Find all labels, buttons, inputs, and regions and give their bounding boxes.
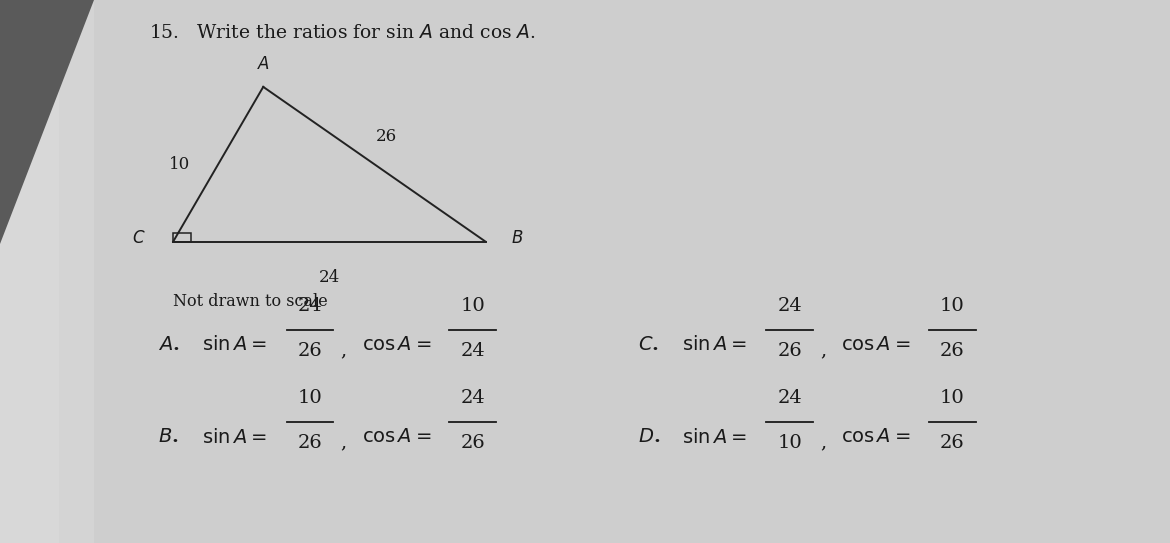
Text: $\cos A =$: $\cos A =$ — [841, 428, 910, 446]
Text: 26: 26 — [297, 434, 323, 452]
Text: $\it{D}$.: $\it{D}$. — [638, 428, 660, 446]
Text: 10: 10 — [777, 434, 803, 452]
Text: 26: 26 — [940, 342, 965, 360]
Text: 26: 26 — [777, 342, 803, 360]
Text: 24: 24 — [777, 297, 803, 315]
Text: $\cos A =$: $\cos A =$ — [841, 336, 910, 354]
Bar — [173, 233, 191, 242]
Text: ,: , — [340, 433, 346, 452]
Text: $\sin A =$: $\sin A =$ — [682, 428, 746, 446]
Text: $\it{A}$: $\it{A}$ — [256, 56, 270, 73]
Text: 10: 10 — [168, 156, 190, 173]
Text: 10: 10 — [297, 389, 323, 407]
Text: 10: 10 — [940, 389, 965, 407]
Text: 26: 26 — [297, 342, 323, 360]
Text: $\it{C}$.: $\it{C}$. — [638, 336, 659, 354]
Text: $\it{B}$.: $\it{B}$. — [158, 428, 179, 446]
Text: 26: 26 — [376, 128, 397, 145]
Text: $\cos A =$: $\cos A =$ — [362, 428, 431, 446]
Text: 24: 24 — [297, 297, 323, 315]
Text: 24: 24 — [460, 342, 486, 360]
Text: 15.   Write the ratios for sin $\it{A}$ and cos $\it{A}$.: 15. Write the ratios for sin $\it{A}$ an… — [149, 24, 536, 42]
Text: $\sin A =$: $\sin A =$ — [202, 336, 267, 354]
Text: 10: 10 — [940, 297, 965, 315]
Text: $\cos A =$: $\cos A =$ — [362, 336, 431, 354]
Text: 24: 24 — [777, 389, 803, 407]
Text: 26: 26 — [940, 434, 965, 452]
Text: $\sin A =$: $\sin A =$ — [682, 336, 746, 354]
Text: ,: , — [820, 433, 826, 452]
Text: $\sin A =$: $\sin A =$ — [202, 428, 267, 446]
Text: $\it{B}$: $\it{B}$ — [511, 230, 524, 248]
Text: $\it{C}$: $\it{C}$ — [131, 230, 145, 248]
Text: Not drawn to scale: Not drawn to scale — [173, 293, 328, 310]
Text: ,: , — [820, 341, 826, 359]
Text: 24: 24 — [460, 389, 486, 407]
Text: 10: 10 — [460, 297, 486, 315]
Text: $\it{A}$.: $\it{A}$. — [158, 336, 179, 354]
Text: ,: , — [340, 341, 346, 359]
Polygon shape — [0, 0, 94, 244]
FancyBboxPatch shape — [58, 0, 1170, 543]
FancyBboxPatch shape — [94, 0, 1170, 543]
Text: 24: 24 — [318, 269, 340, 286]
Text: 26: 26 — [460, 434, 486, 452]
